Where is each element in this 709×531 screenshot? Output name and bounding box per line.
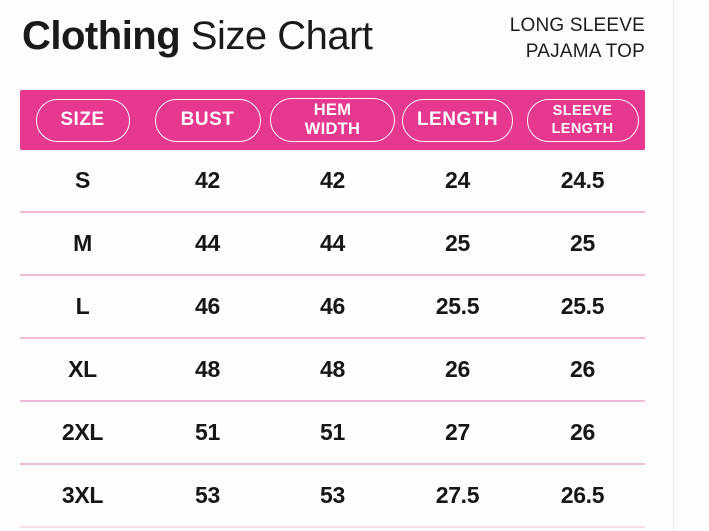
- measurement-value-cell: 48: [320, 356, 345, 382]
- measurement-value-cell: 51: [320, 419, 345, 445]
- column-pill-label: SIZE: [35, 98, 130, 142]
- measurement-value-cell: 48: [195, 356, 220, 382]
- measurement-value-cell: 53: [195, 482, 220, 508]
- size-label-cell: L: [75, 293, 90, 319]
- size-label-cell: M: [73, 230, 92, 256]
- page-title: Clothing Size Chart: [22, 14, 373, 59]
- measurement-value-cell: 25: [445, 230, 470, 256]
- table-row: L 46 46 25.5 25.5: [20, 276, 645, 339]
- measurement-value-cell: 27: [445, 419, 470, 445]
- measurement-value-cell: 51: [195, 419, 220, 445]
- product-subtitle-line1: LONG SLEEVE: [509, 15, 645, 36]
- table-row: XL 48 48 26 26: [20, 339, 645, 402]
- measurement-value-cell: 26.5: [560, 482, 605, 508]
- size-label-cell: S: [74, 167, 91, 193]
- size-label-cell: 2XL: [61, 419, 104, 445]
- measurement-value-cell: 25.5: [560, 293, 605, 319]
- column-pill-label: BUST: [154, 98, 261, 142]
- column-pill-label: HEM WIDTH: [270, 98, 395, 142]
- product-subtitle: LONG SLEEVE PAJAMA TOP: [510, 13, 645, 65]
- measurement-value-cell: 42: [320, 167, 345, 193]
- table-row: 3XL 53 53 27.5 26.5: [20, 465, 645, 528]
- measurement-value-cell: 26: [570, 356, 595, 382]
- table-row: S 42 42 24 24.5: [20, 150, 645, 213]
- column-pill-label: SLEEVE LENGTH: [526, 98, 639, 142]
- title-bold-segment: Clothing: [22, 14, 181, 58]
- measurement-value-cell: 26: [445, 356, 470, 382]
- title-regular-segment: Size Chart: [180, 14, 373, 58]
- measurement-value-cell: 46: [320, 293, 345, 319]
- measurement-value-cell: 26: [570, 419, 595, 445]
- column-pill-cell: HEM WIDTH: [270, 90, 395, 150]
- column-pill-cell: BUST: [145, 90, 270, 150]
- column-pill-cell: SIZE: [20, 90, 145, 150]
- column-pill-cell: LENGTH: [395, 90, 520, 150]
- column-pill-label: LENGTH: [401, 98, 514, 142]
- measurement-value-cell: 44: [320, 230, 345, 256]
- table-body: S 42 42 24 24.5 M 44 44 25 25 L 46 46 25.5 25.5 XL 48 48 2…: [20, 150, 645, 528]
- measurement-value-cell: 27.5: [435, 482, 480, 508]
- column-pill-cell: SLEEVE LENGTH: [520, 90, 645, 150]
- measurement-value-cell: 25: [570, 230, 595, 256]
- right-edge-divider: [673, 0, 674, 531]
- measurement-value-cell: 42: [195, 167, 220, 193]
- table-row: 2XL 51 51 27 26: [20, 402, 645, 465]
- measurement-value-cell: 53: [320, 482, 345, 508]
- table-header-bar: SIZE BUST HEM WIDTH LENGTH SLEEVE LENGTH: [20, 90, 645, 150]
- measurement-value-cell: 24: [445, 167, 470, 193]
- product-subtitle-line2: PAJAMA TOP: [525, 41, 645, 62]
- measurement-value-cell: 25.5: [435, 293, 480, 319]
- measurement-value-cell: 46: [195, 293, 220, 319]
- size-label-cell: XL: [68, 356, 97, 382]
- measurement-value-cell: 44: [195, 230, 220, 256]
- size-label-cell: 3XL: [61, 482, 104, 508]
- measurement-value-cell: 24.5: [560, 167, 605, 193]
- table-row: M 44 44 25 25: [20, 213, 645, 276]
